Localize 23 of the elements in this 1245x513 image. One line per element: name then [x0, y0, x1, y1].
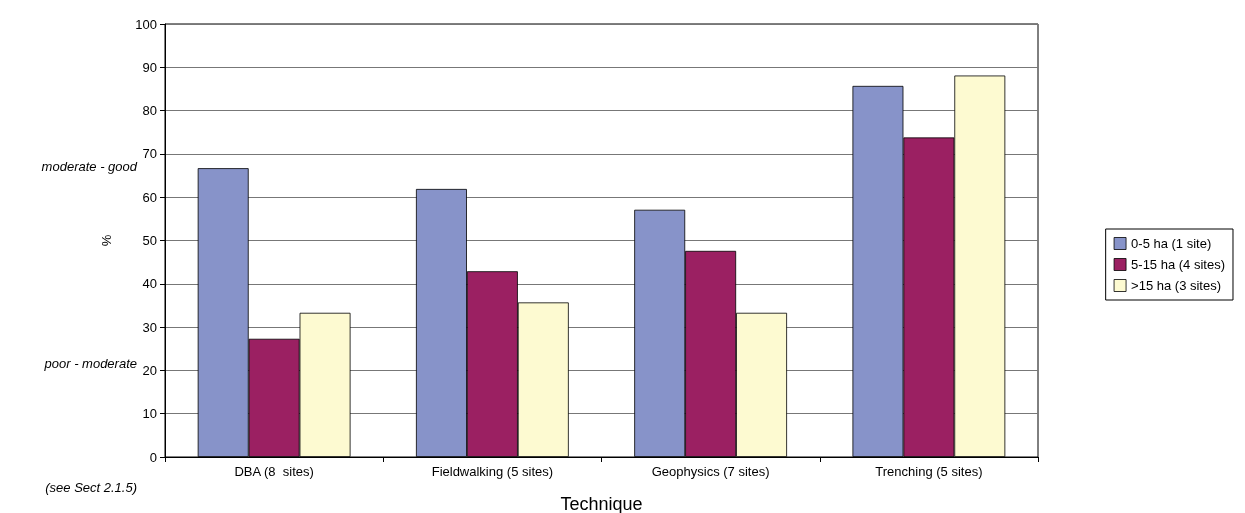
x-tick-label: Geophysics (7 sites): [651, 464, 770, 479]
y-tick-label: 100: [135, 16, 157, 32]
legend-label: >15 ha (3 sites): [1131, 278, 1222, 293]
legend-label: 0-5 ha (1 site): [1131, 236, 1212, 251]
text: poor - moderate: [43, 356, 138, 372]
text: moderate - good: [41, 159, 138, 175]
y-tick-label: 0: [149, 449, 157, 465]
y-tick-label: 80: [142, 103, 157, 119]
y-tick-label: 10: [142, 406, 157, 422]
y-tick-label: 60: [142, 189, 157, 205]
x-tick-label: Trenching (5 sites): [875, 464, 983, 479]
x-tick-label: Fieldwalking (5 sites): [431, 464, 554, 479]
legend-label: 5-15 ha (4 sites): [1131, 257, 1225, 272]
x-axis-title: Technique: [560, 494, 643, 513]
y-tick-label: 50: [142, 233, 157, 248]
x-tick-label: DBA (8 sites): [234, 464, 314, 479]
y-tick-label: 70: [142, 146, 157, 162]
y-tick-label: 20: [142, 362, 157, 378]
y-tick-label: 30: [142, 319, 157, 335]
y-tick-label: 90: [142, 59, 157, 75]
text: (see Sect 2.1.5): [45, 480, 138, 495]
y-tick-label: 40: [142, 276, 157, 292]
y-axis-title: %: [99, 234, 114, 247]
